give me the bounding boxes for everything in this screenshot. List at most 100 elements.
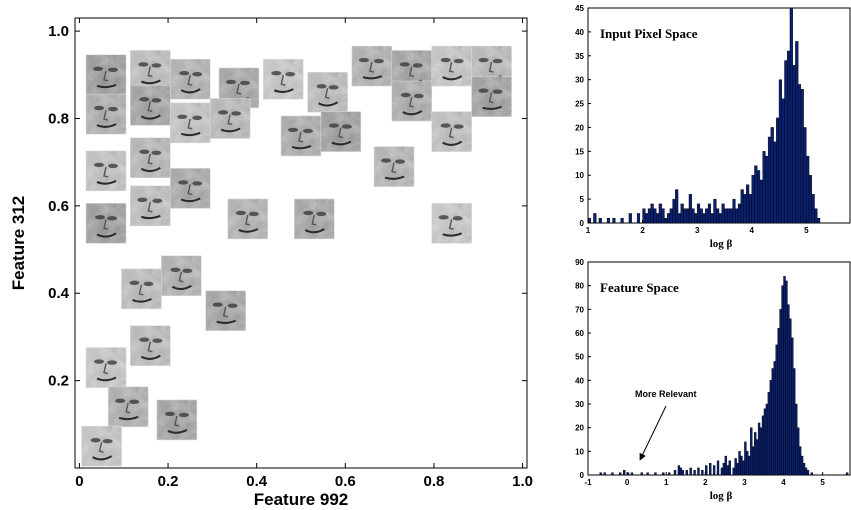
histogram-top-bar (702, 213, 706, 224)
histogram-top-bar (675, 189, 679, 224)
histogram-bottom-bar (716, 460, 720, 476)
histogram-bottom-bar (804, 467, 808, 476)
scatter-y-axis-label: Feature 312 (9, 196, 28, 291)
histogram-top-bar (647, 208, 651, 224)
histogram-top-bar (726, 208, 731, 224)
histogram-top-bar (716, 208, 720, 224)
histogram-top-x-tick-label: 1 (586, 226, 591, 235)
face-thumbnail (85, 203, 127, 244)
histogram-bottom-bar (728, 460, 731, 476)
histogram-top-bar (666, 213, 671, 224)
histogram-top-bar (593, 213, 597, 224)
scatter-x-tick-label: 0.6 (335, 473, 356, 490)
histogram-top-bar (746, 184, 750, 224)
histogram-bottom-bar (777, 328, 780, 476)
histogram-top-title: Input Pixel Space (600, 26, 698, 41)
face-thumbnail (280, 115, 322, 157)
histogram-bottom-bar (767, 391, 771, 476)
face-thumbnail (156, 399, 198, 441)
histogram-top-bar (817, 218, 821, 224)
face-thumbnail (373, 146, 415, 187)
histogram-top-bar (754, 165, 758, 224)
histogram-bottom-bar (681, 470, 685, 476)
histogram-bottom-x-tick-label: 0 (625, 478, 630, 487)
histogram-bottom-bar (640, 472, 643, 476)
scatter-panel: 0 0.2 0.4 0.6 0.8 1.0 0.2 0.4 0.6 0.8 1.0 Feature… (9, 17, 533, 509)
histogram-bottom-bar (845, 472, 849, 476)
histogram-top-bar (792, 65, 796, 224)
histogram-bottom-bar (779, 309, 782, 476)
histogram-top-bar (686, 208, 690, 224)
histogram-bottom-bar (759, 427, 763, 476)
histogram-top-bar (800, 89, 804, 224)
histogram-top-bar (732, 198, 736, 224)
face-thumbnail (85, 54, 127, 96)
face-thumbnail (169, 58, 211, 100)
histogram-bottom-x-tick-label: 5 (820, 478, 825, 487)
histogram-top-bar (797, 84, 802, 224)
histogram-bottom-bar (761, 415, 765, 476)
histogram-top-x-tick-label: 3 (695, 226, 700, 235)
face-thumbnail (161, 255, 202, 297)
histogram-top-bar (767, 136, 772, 224)
histogram-top-bar (781, 98, 785, 224)
histogram-top-bar (737, 203, 742, 224)
histogram-bottom-bar (795, 403, 798, 476)
histogram-top-y-tick-label: 15 (575, 147, 584, 156)
face-thumbnail (130, 50, 171, 91)
face-thumbnail (431, 45, 472, 87)
histogram-bottom-bar (791, 337, 794, 476)
histogram-bottom-bar (744, 441, 747, 476)
histogram-top-bar (795, 41, 799, 224)
histogram-top-bar (680, 203, 684, 224)
histogram-top-y-tick-label: 10 (575, 171, 584, 180)
histogram-bottom-bar (781, 285, 784, 476)
histogram-bottom-bar (685, 470, 688, 476)
histogram-top-bar (748, 194, 752, 224)
histogram-bottom-bar (740, 455, 743, 476)
histogram-bottom-bar (748, 455, 751, 476)
face-thumbnail (169, 102, 211, 144)
histogram-bottom-bar (785, 280, 788, 476)
histogram-bottom-bar (662, 472, 665, 476)
histogram-bottom-y-tick-label: 50 (575, 353, 584, 362)
histogram-top-y-tick-label: 40 (575, 28, 584, 37)
face-thumbnail (130, 185, 171, 227)
histogram-bottom-bar (720, 467, 724, 476)
histogram-bottom-y-tick-label: 10 (575, 447, 584, 456)
face-thumbnail (391, 80, 433, 122)
histogram-bottom-y-tick-label: 20 (575, 424, 584, 433)
histogram-top-bar (721, 203, 725, 224)
face-thumbnail (85, 150, 127, 192)
histogram-bottom-bar (709, 462, 712, 476)
histogram-top-y-tick-label: 0 (580, 219, 585, 228)
histogram-bottom-bar (775, 344, 778, 476)
histogram-bottom-x-tick-label: 3 (742, 478, 747, 487)
histogram-top-bar (606, 218, 611, 224)
histogram-top-bar (808, 175, 812, 224)
histogram-top-bar (778, 79, 782, 224)
histogram-bottom-y-axis-ticks: 0 10 20 30 40 50 60 70 80 90 (575, 258, 591, 480)
more-relevant-annotation: More Relevant (635, 389, 697, 399)
histogram-bottom-bar (646, 472, 649, 476)
histogram-bottom-bar (810, 472, 814, 476)
histogram-top-bar (672, 198, 676, 224)
histogram-bottom-bar (701, 470, 704, 476)
face-thumbnail (85, 347, 127, 388)
histogram-bottom-bar (679, 467, 683, 476)
histogram-bottom-bar (677, 465, 681, 476)
face-thumbnail (209, 98, 251, 139)
histogram-bottom-bar (769, 380, 772, 476)
histogram-bottom-y-tick-label: 70 (575, 305, 584, 314)
histogram-top-bar (751, 175, 755, 224)
histogram-bottom-bar (753, 432, 757, 476)
histogram-bottom-x-tick-label: 2 (703, 478, 708, 487)
face-thumbnail (431, 203, 472, 244)
face-thumbnail (81, 425, 122, 467)
histogram-top-y-tick-label: 20 (575, 123, 584, 132)
histogram-top-bar (718, 213, 722, 224)
scatter-x-axis-label: Feature 992 (254, 490, 349, 509)
